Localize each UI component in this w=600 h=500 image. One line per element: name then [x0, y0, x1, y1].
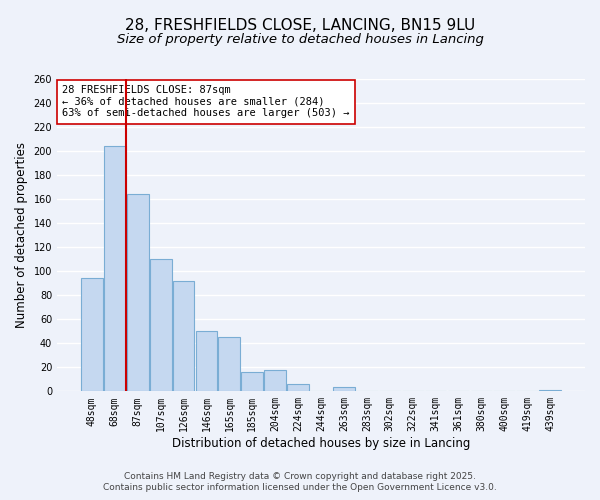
Text: Size of property relative to detached houses in Lancing: Size of property relative to detached ho…: [116, 32, 484, 46]
Text: 28, FRESHFIELDS CLOSE, LANCING, BN15 9LU: 28, FRESHFIELDS CLOSE, LANCING, BN15 9LU: [125, 18, 475, 32]
Bar: [150, 259, 172, 392]
X-axis label: Distribution of detached houses by size in Lancing: Distribution of detached houses by size …: [172, 437, 470, 450]
Bar: [196, 332, 217, 392]
Bar: [265, 370, 286, 392]
Bar: [333, 386, 355, 392]
Bar: [127, 194, 149, 392]
Text: 28 FRESHFIELDS CLOSE: 87sqm
← 36% of detached houses are smaller (284)
63% of se: 28 FRESHFIELDS CLOSE: 87sqm ← 36% of det…: [62, 85, 350, 118]
Bar: [539, 390, 561, 392]
Bar: [173, 281, 194, 392]
Bar: [104, 146, 126, 392]
Text: Contains public sector information licensed under the Open Government Licence v3: Contains public sector information licen…: [103, 484, 497, 492]
Bar: [81, 278, 103, 392]
Bar: [241, 372, 263, 392]
Y-axis label: Number of detached properties: Number of detached properties: [15, 142, 28, 328]
Bar: [218, 338, 240, 392]
Text: Contains HM Land Registry data © Crown copyright and database right 2025.: Contains HM Land Registry data © Crown c…: [124, 472, 476, 481]
Bar: [287, 384, 309, 392]
